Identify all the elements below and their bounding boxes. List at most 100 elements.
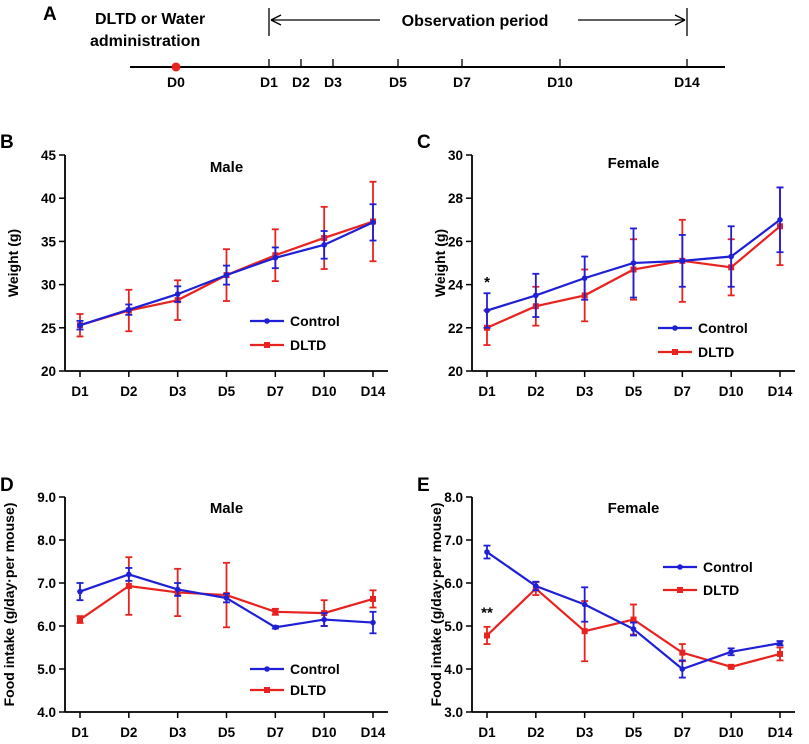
- legend-marker-dltd: [264, 687, 270, 693]
- data-point-control: [679, 666, 686, 672]
- y-tick-label-d: 4.0: [37, 705, 56, 720]
- y-tick-label-d: 5.0: [37, 662, 56, 677]
- x-tick-label-d: D2: [120, 725, 137, 740]
- legend-label-control: Control: [290, 661, 340, 677]
- y-axis-label-c: Weight (g): [432, 229, 448, 297]
- data-point-control: [728, 253, 734, 260]
- chart-panel-b: B Male 20 25 30 35 40 45 D1 D2 D3 D5 D7 D10 D14 Weight …: [0, 132, 388, 399]
- data-point-control: [533, 292, 539, 299]
- data-point-dltd: [370, 595, 376, 602]
- observation-label: Observation period: [402, 13, 549, 30]
- x-tick-label-d: D3: [169, 725, 187, 740]
- significance-marker-c: *: [484, 274, 490, 291]
- arrowhead-left: [270, 14, 282, 26]
- y-axis-label-e: Food intake (g/day·per mouse): [428, 503, 444, 707]
- y-tick-label-c: 20: [448, 364, 463, 379]
- chart-panel-c: C Female 20 22 24 26 28 30 D1 D2 D3 D5 D7 D10 D14 Weigh…: [417, 132, 795, 399]
- data-point-control: [126, 571, 132, 578]
- y-tick-label-c: 24: [448, 278, 464, 293]
- data-point-control: [484, 307, 490, 314]
- data-point-dltd: [77, 616, 83, 623]
- legend-label-control: Control: [698, 320, 748, 336]
- legend-marker-control: [264, 318, 270, 324]
- data-point-control: [777, 640, 783, 646]
- y-tick-label-d: 7.0: [37, 576, 56, 591]
- x-tick-label-c: D14: [768, 384, 793, 399]
- chart-title-c: Female: [608, 155, 660, 172]
- timeline-label-d1: D1: [260, 74, 278, 90]
- x-tick-label-b: D7: [267, 384, 284, 399]
- data-point-dltd: [630, 616, 637, 623]
- x-tick-label-b: D10: [312, 384, 337, 399]
- legend-label-dltd: DLTD: [703, 582, 739, 598]
- data-point-control: [533, 583, 539, 589]
- x-tick-label-d: D1: [71, 725, 89, 740]
- data-point-control: [223, 272, 230, 278]
- chart-panel-e: E Female 3.0 4.0 5.0 6.0 7.0 8.0 D1 D2 D3 D5 D7 D10 D1…: [417, 475, 795, 740]
- y-tick-label-b: 20: [41, 364, 56, 379]
- admin-text-line1: DLTD or Water: [95, 11, 205, 28]
- panel-label-b: B: [0, 132, 14, 153]
- data-point-dltd: [728, 663, 735, 670]
- data-point-control: [581, 275, 588, 281]
- x-tick-label-c: D3: [576, 384, 594, 399]
- y-tick-label-e: 3.0: [444, 705, 463, 720]
- y-tick-label-c: 22: [448, 321, 463, 336]
- data-point-control: [77, 588, 83, 595]
- x-tick-label-e: D1: [478, 725, 496, 740]
- x-tick-label-e: D5: [625, 725, 643, 740]
- y-tick-label-b: 45: [41, 148, 57, 163]
- chart-title-b: Male: [210, 159, 243, 176]
- timeline-label-d14: D14: [674, 74, 700, 90]
- x-tick-label-d: D14: [361, 725, 386, 740]
- data-point-control: [174, 291, 181, 297]
- arrowhead-right: [674, 14, 686, 26]
- data-point-control: [581, 601, 588, 608]
- x-tick-label-e: D2: [527, 725, 544, 740]
- panel-label-d: D: [0, 475, 14, 496]
- data-point-control: [484, 549, 490, 555]
- legend-label-dltd: DLTD: [290, 682, 326, 698]
- y-axis-label-b: Weight (g): [5, 229, 21, 297]
- y-tick-label-c: 28: [448, 191, 464, 206]
- panel-label-a: A: [43, 4, 57, 25]
- data-point-dltd: [581, 628, 588, 635]
- panel-label-c: C: [417, 132, 431, 153]
- x-tick-label-b: D5: [218, 384, 236, 399]
- y-tick-label-d: 6.0: [37, 619, 56, 634]
- y-tick-label-d: 9.0: [37, 490, 56, 505]
- x-tick-label-c: D10: [719, 384, 744, 399]
- legend-label-dltd: DLTD: [698, 344, 734, 360]
- x-tick-label-c: D7: [674, 384, 691, 399]
- data-point-control: [321, 242, 327, 248]
- significance-marker-e: **: [481, 604, 493, 621]
- x-tick-label-e: D3: [576, 725, 594, 740]
- timeline-label-d10: D10: [547, 74, 573, 90]
- y-tick-label-e: 4.0: [444, 662, 463, 677]
- x-tick-label-c: D2: [527, 384, 544, 399]
- data-point-control: [272, 255, 279, 261]
- legend-label-dltd: DLTD: [290, 337, 326, 353]
- data-point-control: [370, 619, 376, 626]
- y-tick-label-b: 40: [41, 191, 56, 206]
- timeline-label-d3: D3: [324, 74, 342, 90]
- data-point-dltd: [679, 649, 686, 656]
- x-tick-label-e: D10: [719, 725, 744, 740]
- data-point-control: [630, 260, 637, 266]
- data-point-control: [223, 595, 230, 601]
- y-tick-label-e: 5.0: [444, 619, 463, 634]
- y-tick-label-b: 25: [41, 321, 57, 336]
- legend-label-control: Control: [703, 559, 753, 575]
- data-point-dltd: [272, 608, 279, 615]
- x-tick-label-d: D7: [267, 725, 284, 740]
- x-tick-label-b: D1: [71, 384, 89, 399]
- x-tick-label-d: D5: [218, 725, 236, 740]
- y-tick-label-e: 6.0: [444, 576, 463, 591]
- legend-marker-control: [677, 564, 683, 570]
- x-tick-label-e: D14: [768, 725, 793, 740]
- x-tick-label-b: D2: [120, 384, 137, 399]
- data-point-control: [272, 624, 279, 631]
- data-point-control: [370, 219, 376, 226]
- admin-text-line2: administration: [90, 33, 200, 50]
- timeline-label-d0: D0: [167, 74, 185, 90]
